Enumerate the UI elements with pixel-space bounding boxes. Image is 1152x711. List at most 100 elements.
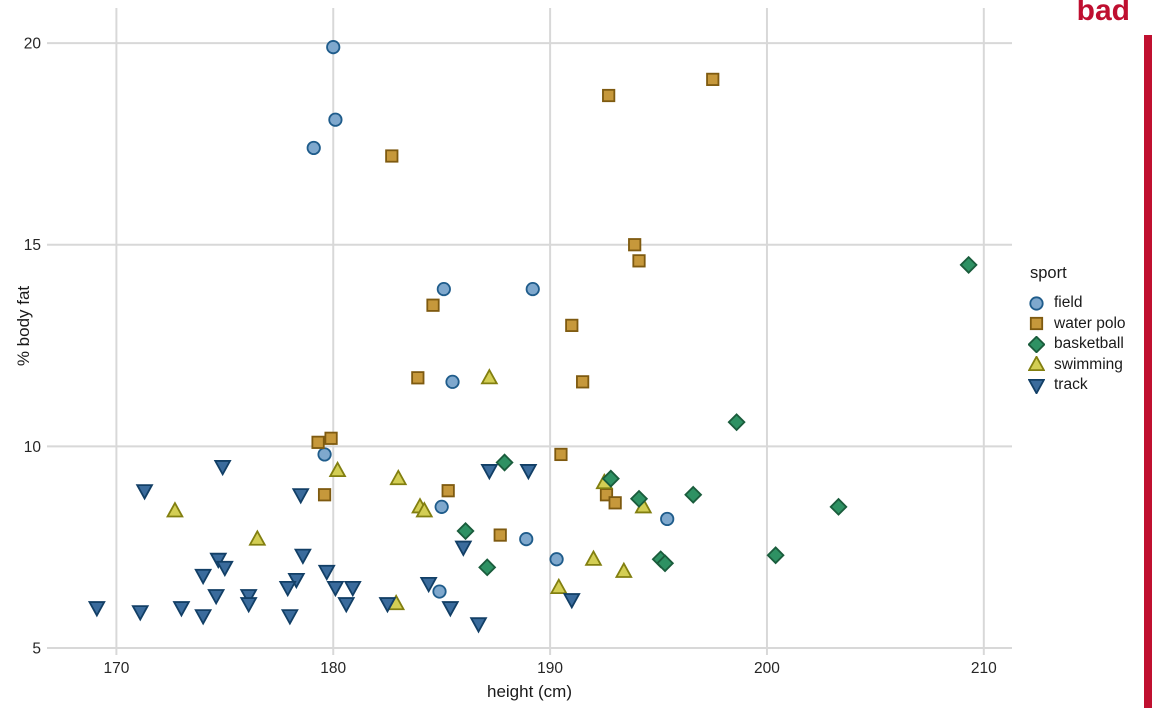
point-track	[239, 597, 258, 614]
point-water-polo	[311, 435, 325, 449]
point-swimming	[549, 577, 568, 595]
series-swimming	[166, 368, 653, 611]
point-basketball	[478, 558, 497, 577]
point-field	[525, 281, 540, 297]
point-track	[378, 597, 397, 614]
legend-item-field: field	[1028, 293, 1126, 314]
circle-icon	[1029, 296, 1044, 311]
point-water-polo	[493, 528, 507, 542]
point-field	[306, 140, 321, 156]
point-field	[432, 584, 447, 599]
point-track	[194, 609, 213, 626]
point-swimming	[389, 468, 408, 486]
point-track	[326, 581, 345, 598]
point-water-polo	[632, 254, 646, 268]
point-track	[287, 572, 306, 590]
triangle-up-icon	[1028, 356, 1045, 372]
point-water-polo	[324, 431, 338, 445]
y-tick-label: 15	[24, 237, 41, 254]
x-tick-label: 210	[971, 660, 997, 677]
point-basketball	[601, 469, 620, 488]
point-track	[454, 540, 473, 557]
point-water-polo	[565, 318, 579, 332]
point-track	[469, 617, 488, 634]
point-field	[549, 552, 564, 567]
x-tick-label: 180	[320, 660, 346, 677]
point-track	[343, 581, 362, 598]
point-track	[209, 552, 228, 569]
point-field	[434, 499, 449, 514]
point-field	[326, 40, 341, 55]
x-tick-label: 200	[754, 660, 780, 677]
y-axis-label: % body fat	[14, 285, 33, 367]
legend-label: swimming	[1054, 355, 1123, 373]
y-tick-label: 5	[32, 641, 41, 658]
point-track	[135, 484, 154, 501]
point-track	[519, 464, 538, 481]
legend-title: sport	[1030, 264, 1067, 282]
point-field	[445, 374, 460, 389]
point-basketball	[655, 554, 675, 573]
point-swimming	[614, 561, 633, 578]
point-basketball	[766, 546, 785, 565]
point-water-polo	[608, 496, 622, 510]
red-accent-bar	[1144, 35, 1152, 708]
point-swimming	[415, 501, 434, 518]
x-axis-label: height (cm)	[486, 682, 573, 701]
point-track	[207, 589, 226, 606]
point-basketball	[495, 453, 514, 472]
series-basketball	[456, 255, 978, 577]
point-water-polo	[628, 238, 642, 252]
series-water-polo	[311, 72, 720, 542]
point-water-polo	[385, 149, 399, 163]
point-field	[519, 532, 534, 547]
point-track	[480, 464, 499, 481]
legend-item-basketball: basketball	[1028, 334, 1126, 355]
y-tick-label: 20	[24, 36, 42, 53]
point-field	[660, 511, 675, 527]
point-basketball	[684, 485, 703, 504]
point-track	[215, 560, 234, 578]
point-basketball	[959, 255, 978, 274]
point-swimming	[480, 368, 499, 385]
point-water-polo	[576, 375, 590, 389]
point-water-polo	[411, 371, 425, 385]
triangle-down-icon	[1028, 378, 1045, 394]
point-water-polo	[602, 88, 616, 103]
legend-item-water-polo: water polo	[1028, 314, 1126, 335]
legend: sport field water polo basketball swimming t…	[1028, 264, 1126, 396]
point-field	[328, 112, 343, 127]
point-basketball	[629, 489, 649, 508]
point-track	[293, 548, 312, 565]
point-track	[280, 609, 299, 626]
gridlines: 5 10 15 20 170 180 190 200 210	[24, 8, 1012, 677]
point-track	[337, 597, 356, 614]
point-track	[291, 488, 310, 505]
point-water-polo	[317, 488, 332, 502]
point-basketball	[727, 413, 746, 432]
point-track	[419, 576, 438, 594]
legend-label: basketball	[1054, 335, 1124, 353]
point-swimming	[248, 529, 267, 546]
x-tick-label: 170	[103, 660, 129, 677]
point-field	[436, 281, 451, 297]
point-basketball	[829, 497, 848, 516]
legend-label: field	[1054, 294, 1083, 312]
legend-item-track: track	[1028, 375, 1126, 396]
point-swimming	[584, 549, 603, 566]
point-field	[317, 447, 332, 462]
legend-label: water polo	[1054, 314, 1126, 332]
series-field	[306, 40, 675, 599]
point-track	[441, 601, 460, 618]
legend-label: track	[1054, 376, 1088, 394]
point-track	[278, 581, 297, 598]
point-track	[239, 589, 258, 606]
point-water-polo	[441, 484, 455, 498]
point-basketball	[456, 521, 475, 541]
point-water-polo	[426, 298, 440, 312]
x-tick-label: 190	[537, 660, 563, 677]
y-tick-label: 10	[24, 439, 42, 456]
legend-item-swimming: swimming	[1028, 355, 1126, 376]
